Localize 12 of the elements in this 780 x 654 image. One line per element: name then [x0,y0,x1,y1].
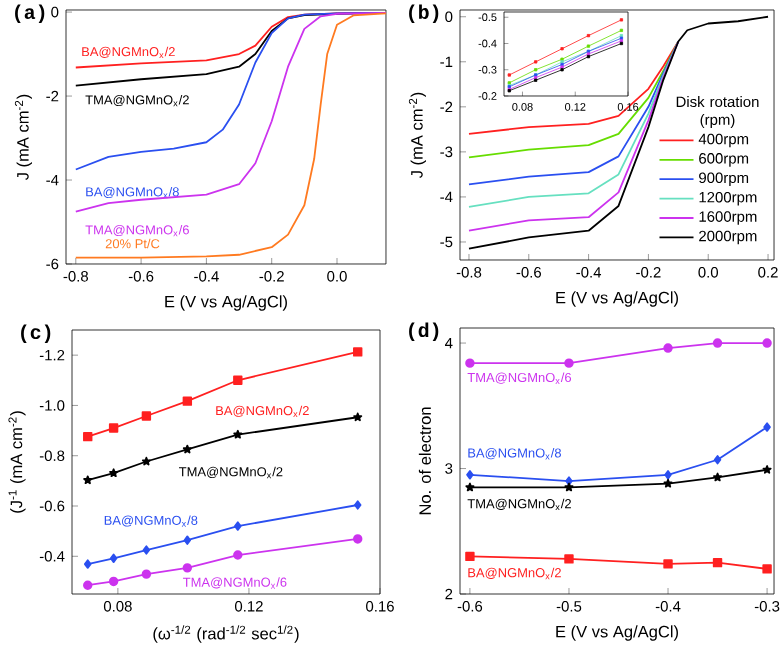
chart-title: (c) [21,324,51,344]
chart-title: (a) [15,4,45,23]
x-axis-title: E (V vs Ag/AgCl) [556,625,678,641]
y-axis-title: J (mA cm$^{-2}$) [14,94,33,181]
x-axis-title: (ω$^{-1/2}$ (rad$^{-1/2}$ sec$^{1/2}$) [153,625,299,643]
x-axis-title: E (V vs Ag/AgCl) [556,291,678,307]
chart-title: (b) [409,4,439,23]
x-axis-title: E (V vs Ag/AgCl) [165,295,287,311]
y-axis-title: No. of electron [418,407,431,515]
y-axis-title: (J$^{-1}$ (mA cm$^{-2}$) [8,411,26,513]
y-axis-title: J (mA cm$^{-2}$) [408,92,427,179]
chart-title: (d) [409,322,439,341]
